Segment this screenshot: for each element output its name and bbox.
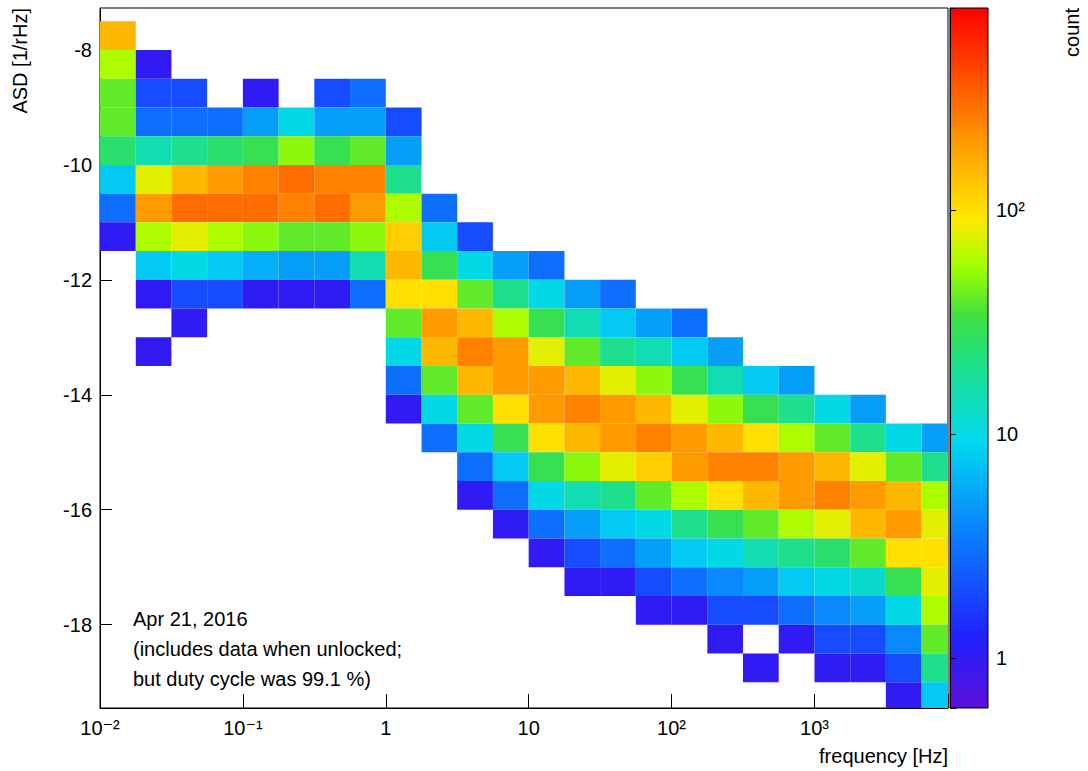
svg-text:10⁻¹: 10⁻¹ [223,717,263,739]
svg-text:10²: 10² [996,199,1025,221]
svg-text:1: 1 [996,647,1007,669]
svg-text:-16: -16 [63,499,92,521]
svg-text:1: 1 [380,717,391,739]
svg-text:10: 10 [996,423,1018,445]
svg-text:Apr 21, 2016: Apr 21, 2016 [133,608,248,630]
svg-text:ASD [1/rHz]: ASD [1/rHz] [9,8,31,114]
svg-text:10: 10 [518,717,540,739]
svg-text:-8: -8 [74,39,92,61]
svg-text:but duty cycle was 99.1 %): but duty cycle was 99.1 %) [133,668,371,690]
svg-text:10⁻²: 10⁻² [80,717,120,739]
svg-text:(includes data when unlocked;: (includes data when unlocked; [133,638,402,660]
svg-text:-14: -14 [63,384,92,406]
svg-text:-18: -18 [63,614,92,636]
svg-text:-10: -10 [63,154,92,176]
svg-text:10²: 10² [657,717,686,739]
svg-text:count: count [1061,8,1083,57]
svg-text:10³: 10³ [800,717,829,739]
svg-text:frequency [Hz]: frequency [Hz] [819,745,948,767]
svg-text:-12: -12 [63,269,92,291]
